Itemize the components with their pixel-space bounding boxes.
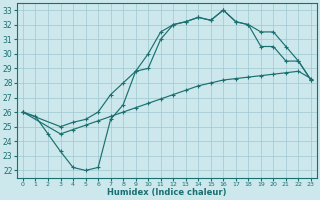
- X-axis label: Humidex (Indice chaleur): Humidex (Indice chaleur): [107, 188, 227, 197]
